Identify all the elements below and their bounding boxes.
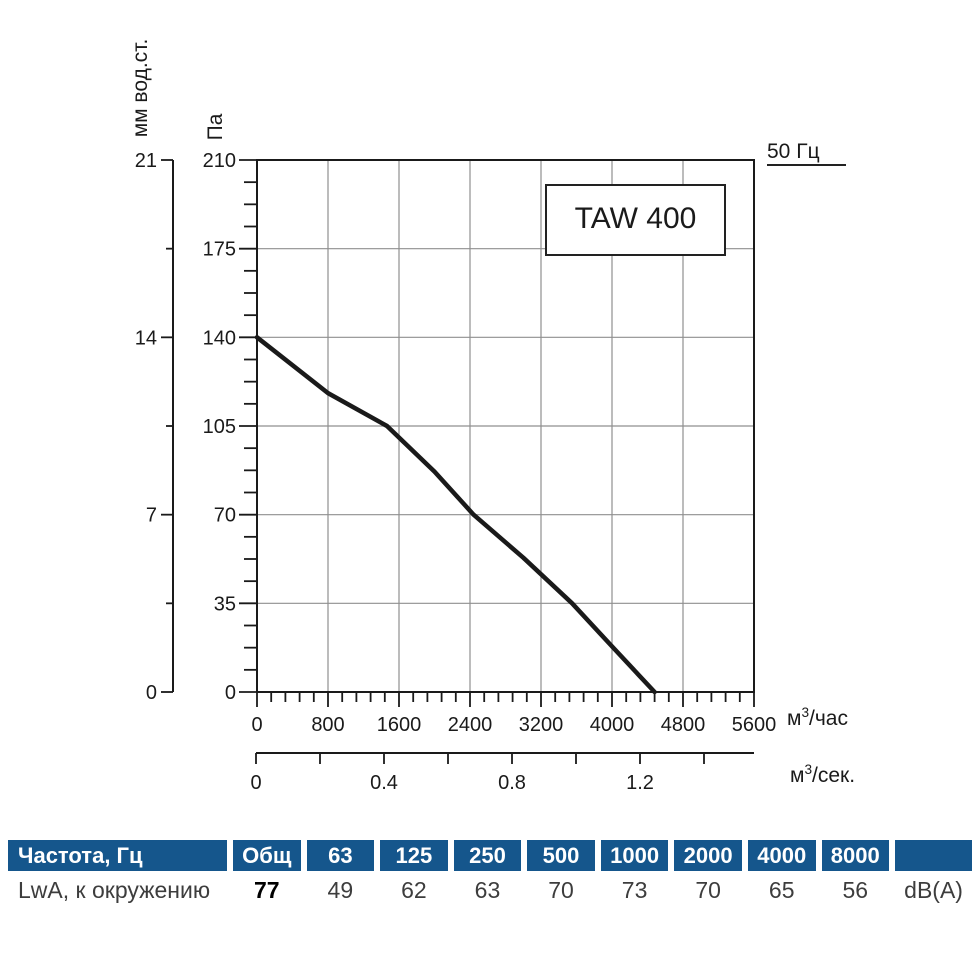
header-cell-250: 250 [453,840,522,871]
pa-tick-label: 175 [203,239,236,261]
pa-tick-label: 105 [203,416,236,438]
sec-tick-label: 0.8 [498,772,526,794]
fan-curve [254,335,657,695]
flow-tick-label: 4000 [590,714,635,736]
value-8000: 56 [842,877,869,903]
x-axis-unit-m3-sec: м3/сек. [790,762,856,787]
header-cell-8000: 8000 [821,840,890,871]
value-total: 77 [253,877,280,903]
pa-tick-label: 35 [214,593,236,615]
y-axis-title-pa: Па [204,113,227,141]
pa-tick-label: 210 [203,150,236,172]
pa-tick-label: 70 [214,505,236,527]
mm-tick-label: 7 [146,505,157,527]
header-cell-total: Общ [233,840,301,871]
mm-tick-label: 0 [146,682,157,704]
flow-tick-label: 800 [311,714,344,736]
row-label-lwa: LwA, к окружению [18,877,211,903]
header-cell-frequency: Частота, Гц [8,840,227,871]
flow-tick-label: 0 [251,714,262,736]
pa-tick-label: 0 [225,682,236,704]
x-axis-unit-m3-hour: м3/час [787,705,848,730]
value-250: 63 [474,877,501,903]
flow-tick-label: 3200 [519,714,564,736]
flow-tick-label: 5600 [732,714,777,736]
value-4000: 65 [768,877,795,903]
noise-table-row-lwa: LwA, к окружению 77 49 62 63 70 73 70 65… [8,871,972,909]
sec-tick-label: 1.2 [626,772,654,794]
noise-table-header: Частота, Гц Общ 63 125 250 500 1000 2000… [8,840,973,871]
flow-tick-label: 4800 [661,714,706,736]
value-1000: 73 [621,877,648,903]
header-cell-2000: 2000 [674,840,742,871]
sec-tick-label: 0.4 [370,772,398,794]
header-cell-unit [895,840,973,871]
value-125: 62 [401,877,427,903]
mm-tick-label: 14 [135,327,157,349]
header-cell-125: 125 [380,840,448,871]
flow-tick-label: 1600 [377,714,422,736]
sec-tick-label: 0 [250,772,261,794]
value-db-unit: dB(A) [904,877,963,903]
frequency-label: 50 Гц [767,140,820,163]
frequency-underline [767,164,846,166]
pa-tick-label: 140 [203,327,236,349]
flow-tick-label: 2400 [448,714,493,736]
header-cell-4000: 4000 [747,840,816,871]
value-2000: 70 [695,877,721,903]
y-axis-title-mm-water: мм вод.ст. [129,38,152,138]
mm-tick-label: 21 [135,150,157,172]
header-cell-500: 500 [527,840,595,871]
header-cell-1000: 1000 [600,840,669,871]
value-63: 49 [327,877,354,903]
value-500: 70 [548,877,574,903]
model-label-box: TAW 400 [545,184,726,256]
header-cell-63: 63 [306,840,375,871]
